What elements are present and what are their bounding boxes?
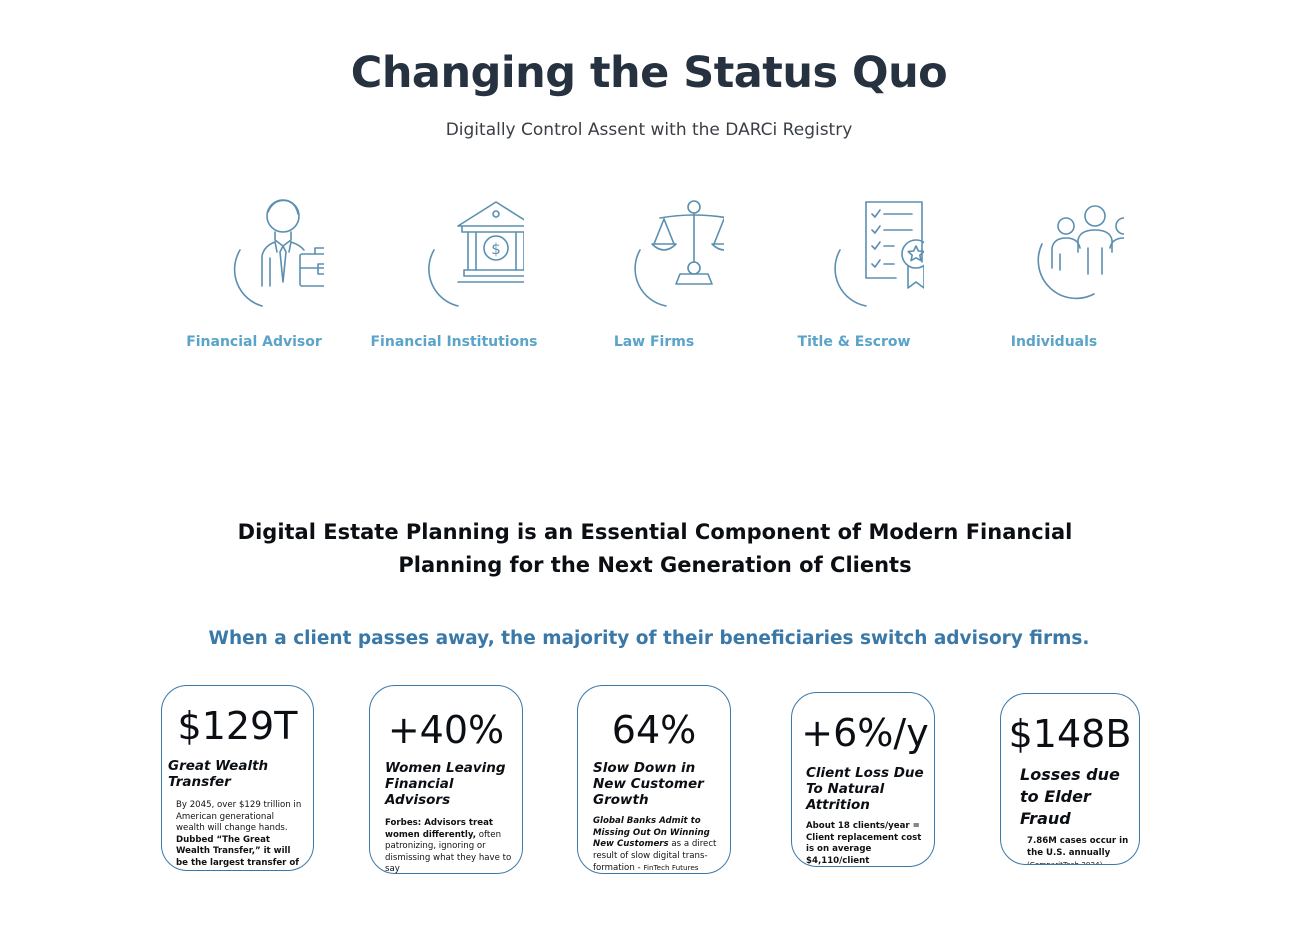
audience-label: Law Firms xyxy=(554,334,754,350)
stat-desc: By 2045, over $129 trillion in American … xyxy=(176,800,305,835)
audience-law-firms[interactable]: Law Firms xyxy=(554,192,754,350)
audience-financial-institutions[interactable]: $ Financial Institutions xyxy=(354,192,554,350)
stat-title: Women Leaving Financial Advisors xyxy=(385,760,514,808)
people-group-icon xyxy=(984,192,1124,310)
stat-card-women-leaving: +40% Women Leaving Financial Advisors Fo… xyxy=(369,685,523,874)
stat-desc: 7.86M cases occur in the U.S. annually xyxy=(1027,836,1131,859)
stat-value: 64% xyxy=(578,708,730,752)
audience-label: Financial Advisor xyxy=(154,334,354,350)
section-subheading: When a client passes away, the majority … xyxy=(0,628,1298,649)
stat-card-customer-growth: 64% Slow Down in New Customer Growth Glo… xyxy=(577,685,731,874)
stat-card-wealth-transfer: $129T Great Wealth Transfer By 2045, ove… xyxy=(161,685,314,871)
svg-text:$: $ xyxy=(491,240,501,258)
stat-title: Client Loss Due To Natural Attrition xyxy=(806,765,926,813)
page-subtitle: Digitally Control Assent with the DARCi … xyxy=(0,120,1298,140)
bank-icon: $ xyxy=(384,192,524,310)
stat-desc: About 18 clients/year = Client replaceme… xyxy=(806,821,926,867)
financial-advisor-icon xyxy=(184,192,324,310)
certificate-icon xyxy=(784,192,924,310)
audience-financial-advisor[interactable]: Financial Advisor xyxy=(154,192,354,350)
stat-value: +6%/y xyxy=(792,711,934,755)
stat-card-client-loss: +6%/y Client Loss Due To Natural Attriti… xyxy=(791,692,935,867)
stat-desc-bold: Dubbed “The Great Wealth Transfer,” it w… xyxy=(176,835,305,871)
page-title: Changing the Status Quo xyxy=(0,48,1298,98)
stat-value: +40% xyxy=(370,708,522,752)
stat-title: Losses due to Elder Fraud xyxy=(1020,764,1131,830)
audience-label: Individuals xyxy=(954,334,1154,350)
stat-title: Slow Down in New Customer Growth xyxy=(593,760,724,808)
stat-desc: Forbes: Advisors treat women differently… xyxy=(385,818,514,874)
audience-label: Financial Institutions xyxy=(354,334,554,350)
scales-icon xyxy=(584,192,724,310)
stat-value: $148B xyxy=(1001,712,1139,756)
audience-title-escrow[interactable]: Title & Escrow xyxy=(754,192,954,350)
stat-desc: Global Banks Admit to Missing Out On Win… xyxy=(593,816,722,874)
stat-title: Great Wealth Transfer xyxy=(168,758,313,790)
section-heading: Digital Estate Planning is an Essential … xyxy=(190,516,1120,582)
stat-source: FinTech Futures xyxy=(643,863,698,872)
stat-source: (ComparitTech 2024) xyxy=(1027,859,1131,865)
stat-value: $129T xyxy=(162,704,313,748)
stat-card-elder-fraud: $148B Losses due to Elder Fraud 7.86M ca… xyxy=(1000,693,1140,865)
audience-label: Title & Escrow xyxy=(754,334,954,350)
audience-individuals[interactable]: Individuals xyxy=(954,192,1154,350)
